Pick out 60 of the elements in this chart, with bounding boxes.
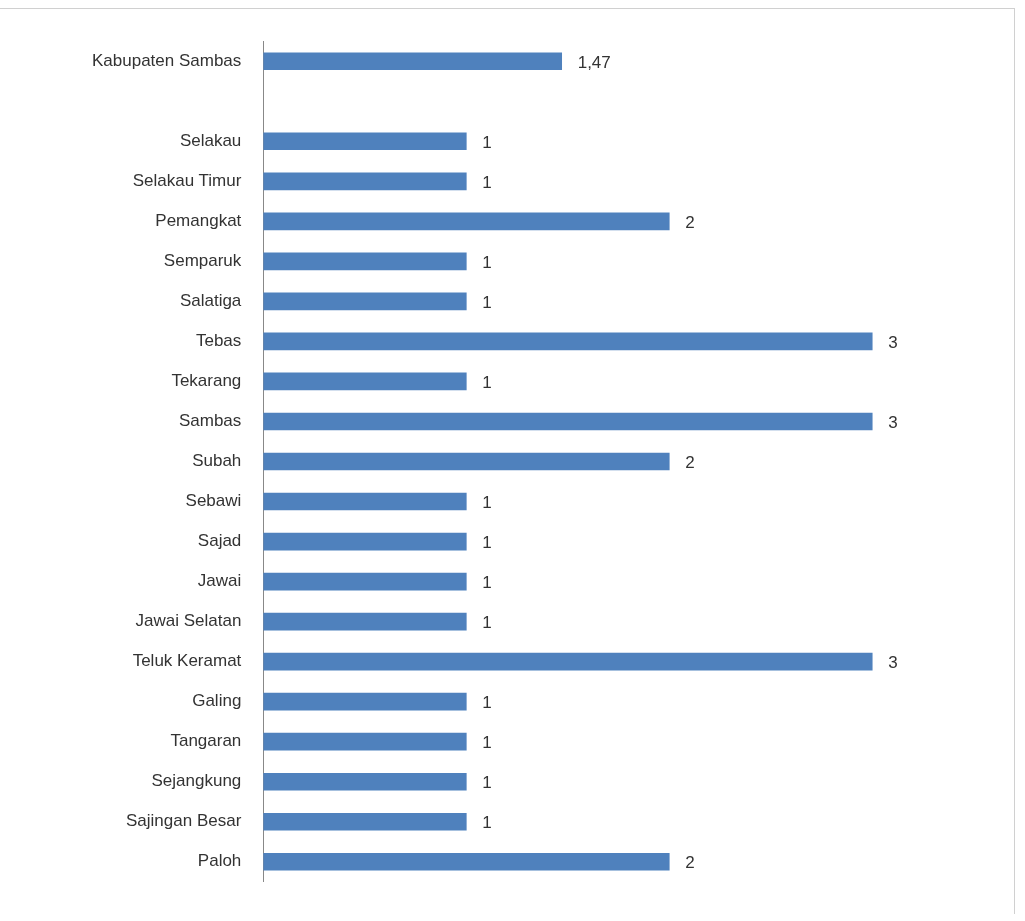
bar — [263, 212, 670, 231]
bar — [263, 412, 873, 431]
bar — [263, 292, 467, 311]
y-tick-label: Sajad — [197, 531, 242, 551]
bar — [263, 52, 563, 71]
bar — [263, 612, 467, 631]
bar — [263, 372, 467, 391]
bar — [263, 652, 873, 671]
data-label: 1 — [482, 253, 492, 273]
y-tick-label: Selakau — [179, 130, 242, 150]
bar — [263, 772, 467, 791]
bar — [263, 452, 670, 471]
y-tick-label: Pemangkat — [155, 211, 242, 231]
data-label: 1 — [482, 493, 492, 513]
y-tick-label: Salatiga — [179, 291, 242, 311]
y-tick-label: Tekarang — [171, 371, 242, 391]
y-tick-label: Sajingan Besar — [126, 811, 242, 831]
bar — [263, 572, 467, 591]
bar — [263, 692, 467, 711]
data-label: 1 — [482, 573, 492, 593]
data-label: 1,47 — [577, 52, 611, 72]
y-tick-label: Subah — [192, 451, 242, 471]
data-label: 1 — [482, 693, 492, 713]
y-tick-label: Selakau Timur — [132, 170, 242, 190]
data-label: 1 — [482, 613, 492, 633]
y-tick-label: Tebas — [195, 331, 242, 351]
y-tick-label: Tangaran — [170, 731, 242, 751]
data-label: 1 — [482, 533, 492, 553]
bar — [263, 812, 467, 831]
data-label: 1 — [482, 773, 492, 793]
y-tick-label: Kabupaten Sambas — [91, 50, 242, 70]
data-label: 3 — [888, 413, 898, 433]
data-label: 2 — [685, 213, 695, 233]
bar — [263, 332, 873, 351]
y-tick-label: Semparuk — [163, 251, 242, 271]
data-label: 2 — [685, 453, 695, 473]
bar — [263, 852, 670, 871]
data-label: 1 — [482, 172, 492, 192]
y-tick-label: Teluk Keramat — [132, 651, 242, 671]
data-label: 3 — [888, 653, 898, 673]
y-tick-label: Sejangkung — [151, 771, 242, 791]
bar — [263, 172, 467, 191]
data-label: 2 — [685, 853, 695, 873]
y-tick-label: Paloh — [197, 851, 242, 871]
bar — [263, 532, 467, 551]
bar — [263, 132, 467, 151]
bar — [263, 252, 467, 271]
bar — [263, 732, 467, 751]
y-tick-label: Sambas — [178, 411, 242, 431]
y-tick-label: Sebawi — [185, 491, 242, 511]
bar — [263, 492, 467, 511]
y-tick-label: Jawai — [197, 571, 242, 591]
data-label: 1 — [482, 813, 492, 833]
y-tick-label: Galing — [192, 691, 242, 711]
data-label: 1 — [482, 293, 492, 313]
data-label: 1 — [482, 733, 492, 753]
y-tick-label: Jawai Selatan — [135, 611, 242, 631]
data-label: 3 — [888, 333, 898, 353]
data-label: 1 — [482, 132, 492, 152]
data-label: 1 — [482, 373, 492, 393]
